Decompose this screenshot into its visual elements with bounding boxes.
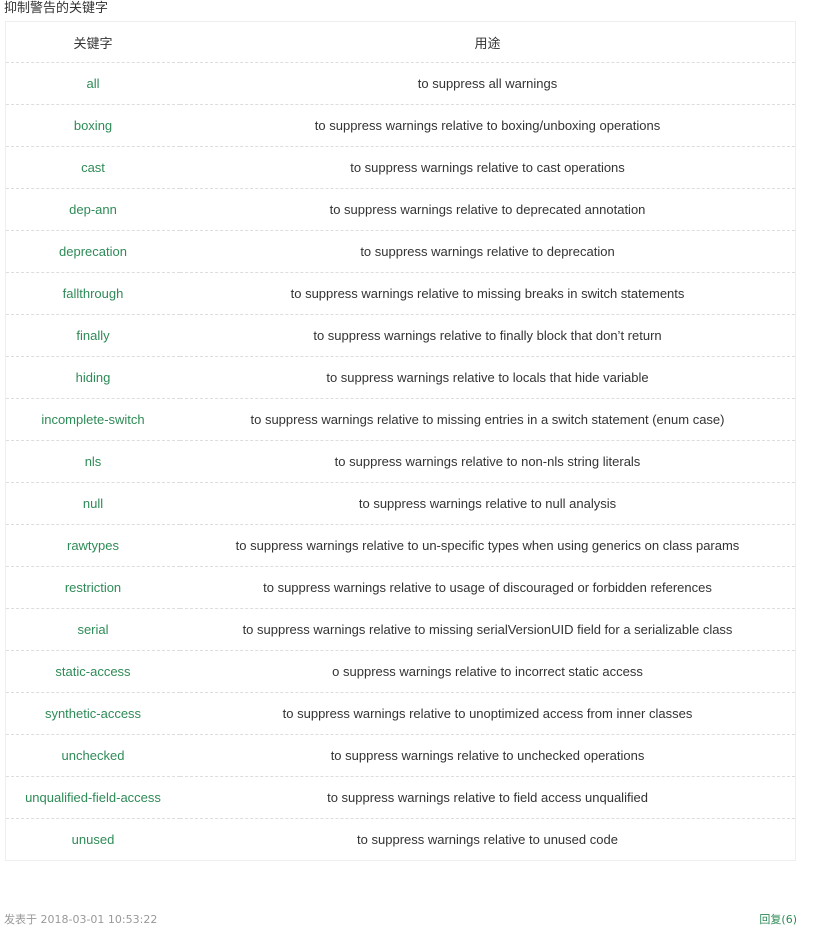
- purpose-cell: to suppress warnings relative to missing…: [180, 272, 795, 315]
- purpose-cell: to suppress warnings relative to un-spec…: [180, 524, 795, 567]
- table-row: synthetic-access to suppress warnings re…: [6, 692, 795, 735]
- keyword-cell: null: [6, 482, 180, 525]
- table-row: null to suppress warnings relative to nu…: [6, 482, 795, 525]
- purpose-cell: to suppress warnings relative to finally…: [180, 314, 795, 357]
- table-row: fallthrough to suppress warnings relativ…: [6, 272, 795, 315]
- post-timestamp: 发表于 2018-03-01 10:53:22: [4, 913, 158, 926]
- reply-link[interactable]: 回复(6): [759, 913, 797, 926]
- table-row: cast to suppress warnings relative to ca…: [6, 146, 795, 189]
- purpose-cell: to suppress warnings relative to missing…: [180, 398, 795, 441]
- keyword-cell: serial: [6, 608, 180, 651]
- purpose-cell: to suppress warnings relative to cast op…: [180, 146, 795, 189]
- table-row: unqualified-field-access to suppress war…: [6, 776, 795, 819]
- purpose-cell: to suppress warnings relative to depreca…: [180, 230, 795, 273]
- keyword-cell: unqualified-field-access: [6, 776, 180, 819]
- keyword-cell: cast: [6, 146, 180, 189]
- table-row: restriction to suppress warnings relativ…: [6, 566, 795, 609]
- keyword-cell: hiding: [6, 356, 180, 399]
- table-row: dep-ann to suppress warnings relative to…: [6, 188, 795, 231]
- purpose-cell: to suppress warnings relative to null an…: [180, 482, 795, 525]
- keyword-cell: boxing: [6, 104, 180, 147]
- table-row: unchecked to suppress warnings relative …: [6, 734, 795, 777]
- purpose-cell: to suppress warnings relative to locals …: [180, 356, 795, 399]
- table-row: hiding to suppress warnings relative to …: [6, 356, 795, 399]
- keyword-cell: incomplete-switch: [6, 398, 180, 441]
- keyword-cell: restriction: [6, 566, 180, 609]
- keyword-cell: synthetic-access: [6, 692, 180, 735]
- table-row: serial to suppress warnings relative to …: [6, 608, 795, 651]
- purpose-cell: to suppress warnings relative to field a…: [180, 776, 795, 819]
- table-row: finally to suppress warnings relative to…: [6, 314, 795, 357]
- table-row: all to suppress all warnings: [6, 62, 795, 105]
- purpose-cell: to suppress warnings relative to unused …: [357, 832, 618, 847]
- keyword-cell: rawtypes: [6, 524, 180, 567]
- table-row: rawtypes to suppress warnings relative t…: [6, 524, 795, 567]
- purpose-cell: to suppress warnings relative to missing…: [180, 608, 795, 651]
- table-row: static-access o suppress warnings relati…: [6, 650, 795, 693]
- suppress-warnings-table: 关键字 用途 all to suppress all warnings boxi…: [5, 21, 796, 861]
- purpose-cell: to suppress warnings relative to uncheck…: [180, 734, 795, 777]
- purpose-cell: to suppress warnings relative to usage o…: [180, 566, 795, 609]
- purpose-cell: to suppress warnings relative to depreca…: [180, 188, 795, 231]
- table-row: unused to suppress warnings relative to …: [6, 819, 795, 861]
- purpose-cell: to suppress warnings relative to boxing/…: [180, 104, 795, 147]
- keyword-cell: all: [6, 62, 180, 105]
- section-title: 抑制警告的关键字: [4, 1, 109, 16]
- column-header-purpose: 用途: [180, 22, 795, 63]
- table-row: boxing to suppress warnings relative to …: [6, 104, 795, 147]
- purpose-cell: o suppress warnings relative to incorrec…: [180, 650, 795, 693]
- keyword-cell: unchecked: [6, 734, 180, 777]
- table-header-row: 关键字 用途: [6, 22, 795, 63]
- purpose-cell: to suppress warnings relative to unoptim…: [180, 692, 795, 735]
- keyword-cell: fallthrough: [6, 272, 180, 315]
- column-header-keyword: 关键字: [6, 22, 180, 63]
- keyword-cell: finally: [6, 314, 180, 357]
- purpose-cell: to suppress all warnings: [180, 62, 795, 105]
- table-row: deprecation to suppress warnings relativ…: [6, 230, 795, 273]
- keyword-cell: dep-ann: [6, 188, 180, 231]
- keyword-cell: nls: [6, 440, 180, 483]
- table-row: nls to suppress warnings relative to non…: [6, 440, 795, 483]
- purpose-cell: to suppress warnings relative to non-nls…: [180, 440, 795, 483]
- keyword-cell: unused: [71, 832, 115, 847]
- table-row: incomplete-switch to suppress warnings r…: [6, 398, 795, 441]
- keyword-cell: deprecation: [6, 230, 180, 273]
- keyword-cell: static-access: [6, 650, 180, 693]
